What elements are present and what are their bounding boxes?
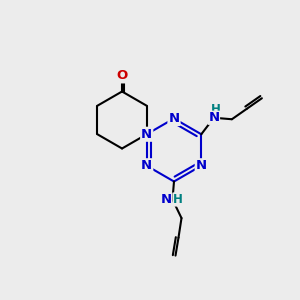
Text: N: N xyxy=(141,159,152,172)
Text: N: N xyxy=(196,159,207,172)
Text: N: N xyxy=(168,112,180,125)
Text: N: N xyxy=(141,128,152,141)
Text: N: N xyxy=(160,193,172,206)
Text: H: H xyxy=(210,103,220,116)
Text: H: H xyxy=(173,193,183,206)
Text: N: N xyxy=(208,111,219,124)
Text: O: O xyxy=(116,69,128,82)
